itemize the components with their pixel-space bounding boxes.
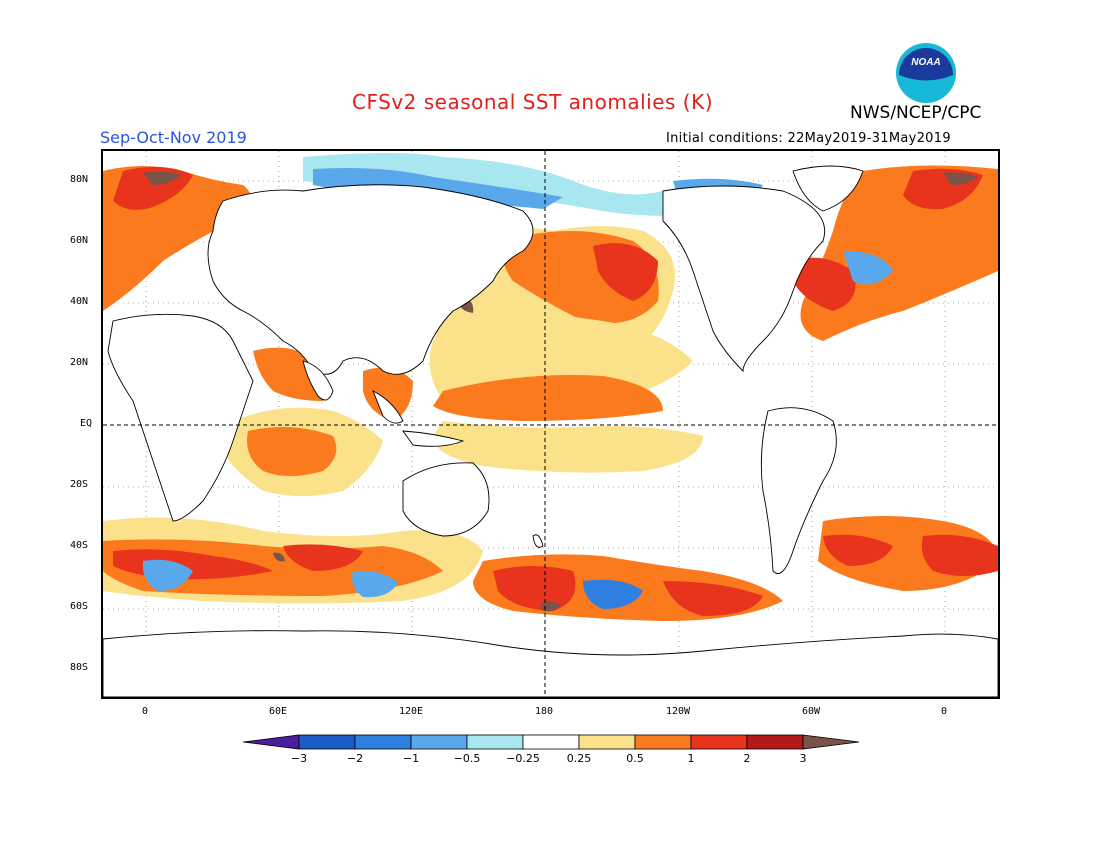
colorbar-segment xyxy=(634,734,692,750)
lat-label-40n: 40N xyxy=(70,296,89,307)
colorbar-segment xyxy=(466,734,524,750)
lat-label-80n: 80N xyxy=(70,174,89,185)
colorbar-tick-label: −0.25 xyxy=(506,752,540,765)
colorbar-tick-label: 3 xyxy=(799,752,807,765)
lon-label-120w: 120W xyxy=(665,706,691,717)
lon-label-60e: 60E xyxy=(268,706,288,717)
lon-label-0-west: 0 xyxy=(141,706,149,717)
colorbar-segment-max xyxy=(802,734,860,750)
lon-label-60w: 60W xyxy=(801,706,821,717)
lat-label-40s: 40S xyxy=(70,540,89,551)
coastlines xyxy=(103,165,998,697)
colorbar-segment xyxy=(522,734,580,750)
colorbar-tick-label: −3 xyxy=(290,752,308,765)
lat-label-20n: 20N xyxy=(70,357,89,368)
lon-label-180: 180 xyxy=(534,706,554,717)
lon-label-120e: 120E xyxy=(398,706,424,717)
agency-label: NWS/NCEP/CPC xyxy=(850,103,982,123)
sst-anomaly-map xyxy=(101,149,1000,699)
colorbar-segment xyxy=(746,734,804,750)
colorbar-tick-label: 0.5 xyxy=(626,752,644,765)
map-title: CFSv2 seasonal SST anomalies (K) xyxy=(352,90,713,114)
lat-label-20s: 20S xyxy=(70,479,89,490)
season-label: Sep-Oct-Nov 2019 xyxy=(100,128,247,147)
colorbar xyxy=(242,734,860,750)
colorbar-tick-label: −1 xyxy=(402,752,420,765)
colorbar-segment-min xyxy=(242,734,300,750)
lat-label-60s: 60S xyxy=(70,601,89,612)
lon-label-0-east: 0 xyxy=(940,706,948,717)
lat-label-80s: 80S xyxy=(70,662,89,673)
colorbar-segment xyxy=(690,734,748,750)
colorbar-tick-label: 1 xyxy=(687,752,695,765)
lat-label-eq: EQ xyxy=(80,418,93,429)
colorbar-segment xyxy=(410,734,468,750)
colorbar-tick-label: −2 xyxy=(346,752,364,765)
colorbar-segment xyxy=(354,734,412,750)
colorbar-segment xyxy=(578,734,636,750)
lat-label-60n: 60N xyxy=(70,235,89,246)
colorbar-tick-label: −0.5 xyxy=(453,752,481,765)
initial-conditions-label: Initial conditions: 22May2019-31May2019 xyxy=(666,131,951,146)
noaa-logo: NOAA xyxy=(896,43,956,103)
svg-text:NOAA: NOAA xyxy=(911,57,940,68)
colorbar-tick-label: 2 xyxy=(743,752,751,765)
colorbar-tick-label: 0.25 xyxy=(566,752,592,765)
map-canvas xyxy=(103,151,998,697)
colorbar-segment xyxy=(298,734,356,750)
